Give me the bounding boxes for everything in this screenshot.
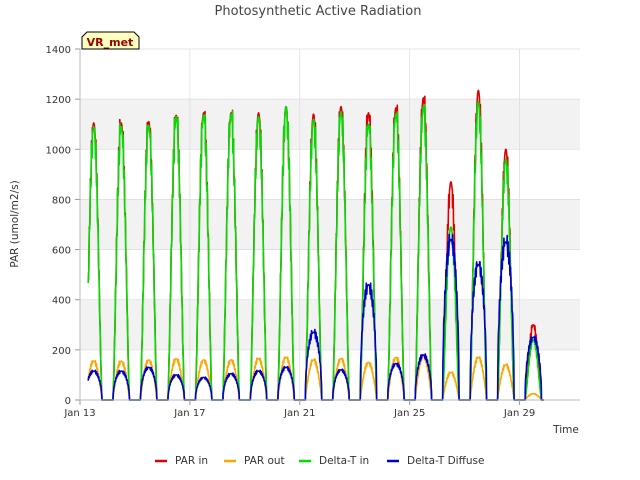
- chart-title: Photosynthetic Active Radiation: [215, 4, 422, 19]
- site-label: VR_met: [87, 36, 134, 49]
- x-tick-label: Jan 29: [503, 408, 535, 419]
- grid-band: [80, 299, 580, 350]
- y-tick-label: 1400: [46, 45, 71, 56]
- y-tick-label: 1200: [46, 95, 71, 106]
- y-tick-label: 400: [52, 296, 71, 307]
- y-tick-label: 800: [52, 195, 71, 206]
- x-tick-label: Jan 13: [63, 408, 95, 419]
- y-axis-label: PAR (umol/m2/s): [9, 180, 21, 267]
- axes: 0 200 400 600 800 1000 1200 1400 Jan 13 Jan 17 Jan…: [46, 45, 580, 419]
- x-tick-label: Jan 17: [173, 408, 205, 419]
- y-tick-label: 1000: [46, 145, 71, 156]
- legend-label: Delta-T Diffuse: [407, 455, 484, 467]
- y-tick-label: 600: [52, 246, 71, 257]
- legend-label: PAR in: [175, 455, 208, 467]
- x-axis-label: Time: [552, 424, 579, 436]
- legend: PAR in PAR out Delta-T in Delta-T Diffuse: [155, 455, 484, 467]
- x-tick-label: Jan 25: [393, 408, 425, 419]
- x-tick-label: Jan 21: [283, 408, 315, 419]
- site-label-badge: VR_met: [81, 31, 140, 50]
- y-tick-label: 200: [52, 346, 71, 357]
- grid-band: [80, 99, 580, 150]
- site-label-box: [81, 31, 140, 50]
- background-bands: [80, 49, 580, 400]
- grid-band: [80, 199, 580, 250]
- legend-label: Delta-T in: [319, 455, 369, 467]
- legend-label: PAR out: [244, 455, 285, 467]
- y-tick-label: 0: [65, 396, 71, 407]
